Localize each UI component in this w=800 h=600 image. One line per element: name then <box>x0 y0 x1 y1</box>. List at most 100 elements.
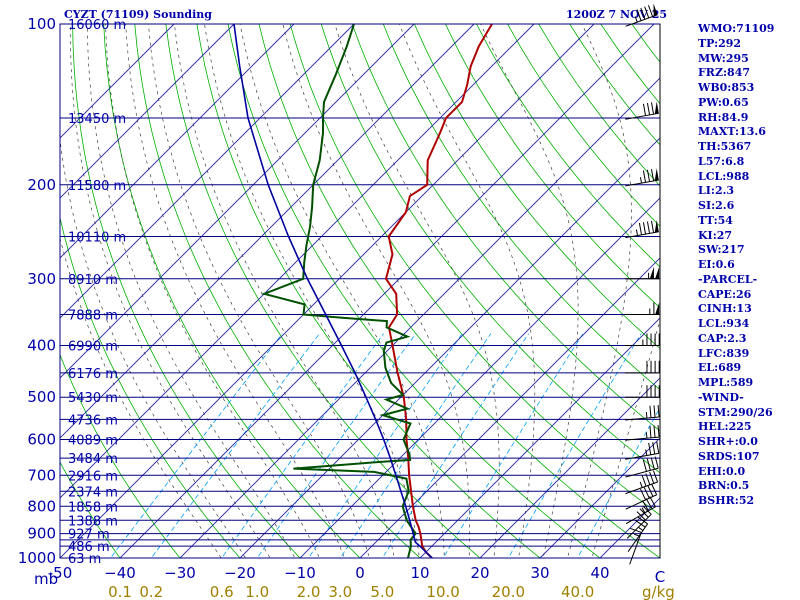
barb-flag <box>650 102 655 115</box>
moist-adiabat <box>334 24 500 558</box>
barb-staff <box>625 481 658 495</box>
barb-staff <box>625 436 660 441</box>
mixing-ratio-line <box>256 333 417 558</box>
barb-staff <box>625 14 658 27</box>
height-label: 927 m <box>68 528 110 543</box>
mixing-ratio-label: 2.0 <box>297 583 321 600</box>
stat-line: PW:0.65 <box>698 95 749 109</box>
isotherm <box>419 317 660 558</box>
isotherm <box>60 24 235 199</box>
x-tick-label: 30 <box>530 564 549 582</box>
isotherm <box>539 437 660 558</box>
height-label: 63 m <box>68 552 101 567</box>
wind-barb <box>625 441 660 460</box>
barb-flag <box>646 103 651 116</box>
barb-flag <box>642 222 647 235</box>
barb-flag <box>653 425 656 438</box>
barb-staff <box>629 532 642 565</box>
pressure-tick-label: 900 <box>27 525 56 543</box>
series-dewpoint <box>260 24 417 558</box>
x-tick-label: 40 <box>590 564 609 582</box>
stat-line: SRDS:107 <box>698 449 760 463</box>
x-unit-label: mb <box>34 570 58 588</box>
dry-adiabat <box>382 24 660 391</box>
barb-staff <box>627 523 649 552</box>
height-label: 13450 m <box>68 112 126 127</box>
stat-line: MW:295 <box>698 51 749 65</box>
barb-flag <box>640 7 646 20</box>
stat-line: TP:292 <box>698 36 742 50</box>
pressure-tick-label: 800 <box>27 497 56 515</box>
dry-adiabat <box>258 24 660 558</box>
stat-line: MPL:589 <box>698 376 754 389</box>
barb-flag <box>637 516 648 525</box>
height-label: 3484 m <box>68 452 118 467</box>
barb-flag <box>649 425 652 438</box>
barb-half-flag <box>637 526 644 531</box>
height-label: 11580 m <box>68 179 126 194</box>
x-tick-label: −40 <box>104 564 136 582</box>
wind-barb <box>625 456 659 478</box>
moist-adiabat <box>86 24 296 558</box>
stat-line: TH:5367 <box>698 140 752 153</box>
isotherm <box>119 24 655 558</box>
barb-flag <box>652 470 659 483</box>
mixing-ratio-line <box>442 333 584 558</box>
stat-line: LI:2.3 <box>698 184 735 198</box>
isotherm <box>60 24 355 319</box>
mixing-ratio-label: 0.1 <box>108 583 132 600</box>
barb-flag <box>645 473 651 485</box>
wind-barb <box>626 505 652 539</box>
barb-staff <box>625 179 659 187</box>
isotherm <box>60 24 535 499</box>
wind-barb <box>627 516 649 552</box>
barb-flag <box>642 500 649 512</box>
pressure-tick-label: 1000 <box>18 549 56 567</box>
moist-adiabat <box>105 24 320 558</box>
stat-line: SHR+:0.0 <box>698 435 758 448</box>
barb-flag <box>648 442 652 455</box>
barb-pennant <box>649 266 654 279</box>
barb-flag <box>657 425 660 438</box>
chart-title: CYZT (71109) Sounding <box>64 8 212 21</box>
height-label: 2916 m <box>68 469 118 484</box>
barb-pennant <box>654 219 659 233</box>
barb-flag <box>649 471 655 484</box>
x-tick-label: 10 <box>410 564 429 582</box>
mixing-ratio-line <box>339 333 492 558</box>
pressure-tick-label: 600 <box>27 431 56 449</box>
barb-flag <box>635 519 646 528</box>
barb-flag <box>643 487 650 499</box>
stat-line: MAXT:13.6 <box>698 125 766 139</box>
x-tick-label: −10 <box>284 564 316 582</box>
barb-flag <box>645 498 653 509</box>
height-label: 6176 m <box>68 367 118 382</box>
wind-barb <box>625 333 660 347</box>
isotherm <box>60 24 295 259</box>
moist-adiabat <box>399 24 536 558</box>
mixing-ratio-line <box>150 333 320 558</box>
stat-line: KI:27 <box>698 228 733 242</box>
barb-half-flag <box>634 16 638 23</box>
stat-line: CAP:2.3 <box>698 331 747 345</box>
barb-half-flag <box>639 177 643 184</box>
barb-flag <box>649 496 656 507</box>
stat-line: HEL:225 <box>698 420 752 434</box>
stat-line: LFC:839 <box>698 346 750 360</box>
moist-adiabat <box>480 24 579 558</box>
moist-adiabat <box>125 24 345 558</box>
barb-flag <box>642 505 652 515</box>
barb-staff <box>625 416 660 421</box>
stat-line: -PARCEL- <box>698 272 758 286</box>
barb-flag <box>657 404 660 418</box>
moist-adiabat <box>282 24 470 558</box>
dry-adiabat <box>60 461 121 558</box>
barb-half-flag <box>645 412 648 419</box>
dry-adiabat <box>134 24 421 558</box>
barb-flag <box>642 459 647 472</box>
dry-adiabat <box>72 24 301 558</box>
stat-line: RH:84.9 <box>698 110 749 124</box>
mixing-ratio-label: 20.0 <box>492 583 525 600</box>
barb-flag <box>651 483 658 495</box>
mixing-ratio-label: 10.0 <box>426 583 459 600</box>
